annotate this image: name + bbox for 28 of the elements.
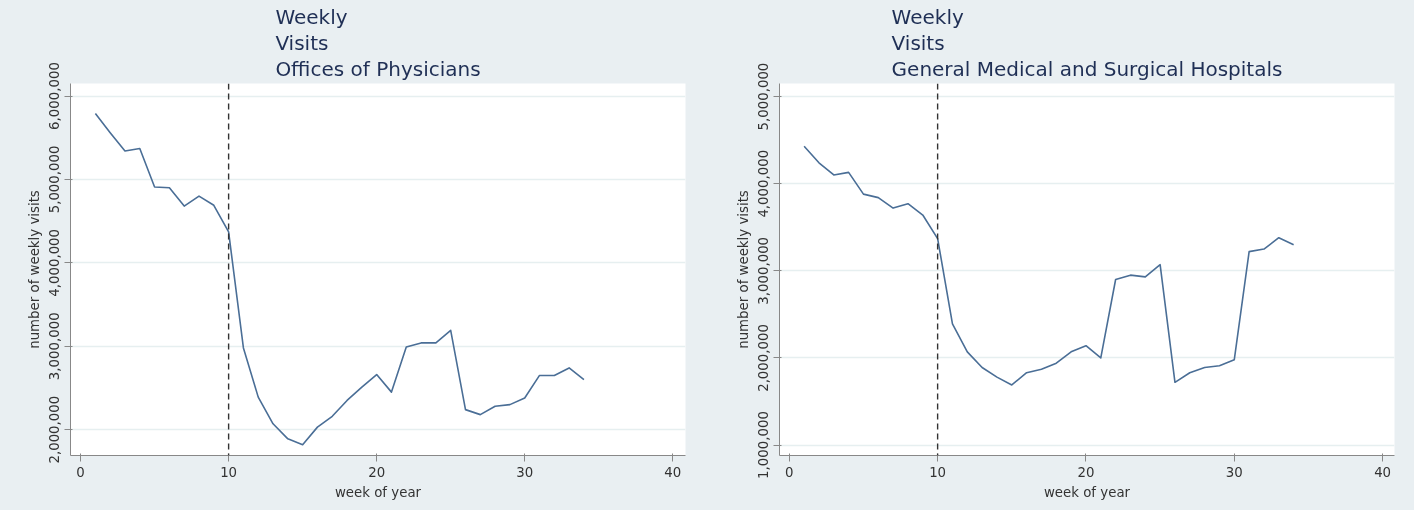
x-tick-label: 30 bbox=[1225, 464, 1243, 480]
x-tick-label: 0 bbox=[785, 464, 794, 480]
x-axis-title: week of year bbox=[1043, 484, 1131, 500]
y-tick-label: 2,000,000 bbox=[47, 395, 63, 464]
y-tick-label: 2,000,000 bbox=[756, 324, 772, 392]
y-tick-label: 1,000,000 bbox=[756, 411, 772, 479]
x-tick-label: 20 bbox=[368, 464, 386, 480]
y-axis-title: number of weekly visits bbox=[26, 190, 42, 349]
x-tick-label: 10 bbox=[220, 464, 238, 480]
y-tick-label: 5,000,000 bbox=[47, 145, 63, 214]
y-axis-title: number of weekly visits bbox=[735, 190, 751, 349]
y-tick-label: 3,000,000 bbox=[756, 236, 772, 305]
y-tick-label: 3,000,000 bbox=[47, 312, 63, 381]
y-tick-label: 5,000,000 bbox=[756, 62, 772, 131]
x-tick-label: 30 bbox=[516, 464, 534, 480]
x-tick-label: 20 bbox=[1077, 464, 1095, 480]
x-tick-label: 10 bbox=[929, 464, 947, 480]
y-tick-label: 4,000,000 bbox=[47, 228, 63, 297]
chart-title: Weekly Visits General Medical and Surgical Hospitals bbox=[891, 4, 1283, 82]
x-axis-title: week of year bbox=[334, 484, 422, 500]
line-series bbox=[94, 112, 585, 446]
y-tick-label: 6,000,000 bbox=[47, 62, 63, 130]
x-tick-label: 40 bbox=[664, 464, 682, 480]
chart-title: Weekly Visits Offices of Physicians bbox=[275, 4, 481, 82]
x-tick-label: 40 bbox=[1374, 464, 1392, 480]
line-series bbox=[803, 145, 1295, 386]
x-tick-label: 0 bbox=[76, 464, 85, 480]
y-tick-label: 4,000,000 bbox=[756, 149, 772, 218]
